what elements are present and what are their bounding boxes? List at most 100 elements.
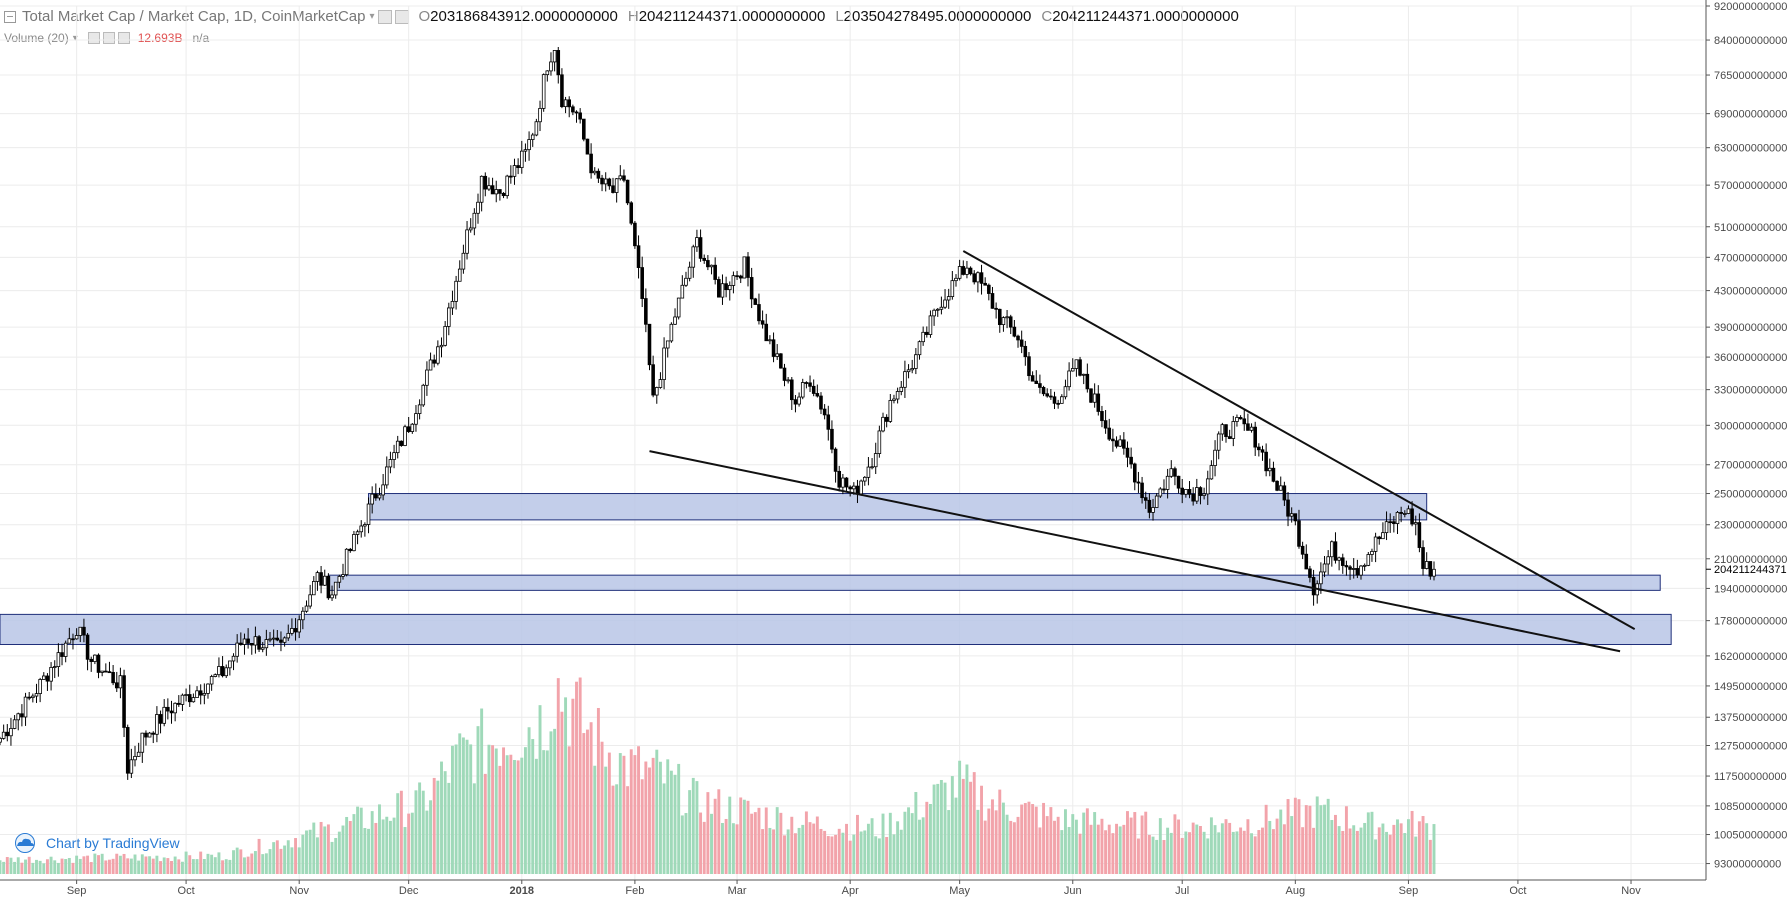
volume-bar <box>936 783 940 874</box>
candle-body <box>1333 541 1338 561</box>
candle-body <box>830 428 834 450</box>
candle-body <box>312 581 316 596</box>
candle-body <box>322 575 327 586</box>
volume-bar <box>1074 819 1078 874</box>
volume-bar <box>717 789 721 874</box>
candle-body <box>290 628 294 634</box>
volume-bar <box>461 737 465 874</box>
candle-body <box>1370 551 1374 555</box>
candle-body <box>724 283 728 291</box>
volume-bar <box>177 859 181 874</box>
volume-bar <box>108 859 111 874</box>
volume-bar <box>35 859 38 874</box>
candle-body <box>417 404 422 414</box>
volume-bar <box>1009 820 1013 874</box>
candle-body <box>202 693 207 696</box>
candle-body <box>472 212 477 229</box>
candle-body <box>1381 532 1385 540</box>
volume-bar <box>140 854 144 874</box>
candle-body <box>1304 553 1309 570</box>
volume-bar <box>45 859 49 874</box>
candle-body <box>972 273 977 283</box>
candle-body <box>114 682 119 689</box>
volume-bar <box>1169 832 1173 874</box>
volume-bar <box>1421 816 1425 874</box>
candle-body <box>614 178 619 193</box>
volume-bar <box>713 798 717 874</box>
candle-body <box>158 714 163 724</box>
candle-body <box>468 227 473 231</box>
candle-body <box>545 70 550 76</box>
volume-bar <box>1034 806 1038 874</box>
volume-bar <box>965 764 969 874</box>
candle-body <box>527 139 531 151</box>
tradingview-branding[interactable]: Chart by TradingView <box>12 833 180 853</box>
volume-bar <box>159 861 163 874</box>
volume-chevron-icon[interactable]: ▾ <box>72 32 78 44</box>
volume-bar <box>1410 810 1414 874</box>
volume-bar <box>1257 830 1261 874</box>
volume-bar <box>407 813 411 874</box>
volume-bar <box>1001 802 1005 874</box>
volume-label[interactable]: Volume (20) <box>4 31 69 45</box>
candle-body <box>622 175 626 181</box>
volume-bar <box>870 818 874 874</box>
candle-body <box>1392 521 1396 524</box>
candle-body <box>921 331 925 343</box>
volume-settings-icon[interactable] <box>87 32 100 44</box>
volume-bar <box>1111 833 1115 874</box>
volume-close-icon[interactable] <box>117 32 130 44</box>
volume-bar <box>1246 819 1250 874</box>
volume-bar <box>804 811 808 874</box>
collapse-icon[interactable] <box>4 10 16 23</box>
candle-body <box>943 299 947 308</box>
candle-body <box>231 655 236 662</box>
volume-bar <box>370 811 374 874</box>
candle-body <box>516 165 520 169</box>
candle-body <box>457 268 462 282</box>
volume-bar <box>1107 824 1111 874</box>
x-tick-label: Dec <box>399 885 419 897</box>
candle-body <box>644 298 648 325</box>
volume-bar <box>13 861 17 874</box>
volume-bar <box>571 698 575 874</box>
candle-body <box>78 626 83 636</box>
volume-bar <box>980 785 983 874</box>
volume-bar <box>578 677 582 874</box>
chevron-down-icon[interactable]: ▾ <box>369 11 375 22</box>
candle-body <box>1275 480 1279 491</box>
ohlc-low: L 203504278495.0000000000 <box>825 8 1031 25</box>
volume-bar <box>290 847 294 874</box>
volume-bar <box>272 842 276 874</box>
volume-row: Volume (20) ▾ 12.693B n/a <box>4 31 209 45</box>
volume-bar <box>1304 805 1308 874</box>
candle-body <box>239 642 243 645</box>
volume-bar <box>305 830 308 874</box>
candle-body <box>395 440 400 454</box>
volume-bar <box>1038 827 1042 874</box>
candle-body <box>1147 499 1152 513</box>
candle-body <box>344 548 349 575</box>
candle-body <box>96 654 101 673</box>
candle-body <box>501 192 506 197</box>
candle-body <box>1253 426 1257 448</box>
volume-format-icon[interactable] <box>102 32 115 44</box>
volume-bar <box>914 792 918 874</box>
volume-bar <box>1100 818 1104 874</box>
y-tick-label: 920000000000 <box>1714 1 1787 13</box>
candle-body <box>881 416 885 432</box>
hide-icon[interactable] <box>394 9 409 24</box>
candle-body <box>1227 436 1232 439</box>
volume-bar <box>987 808 991 874</box>
volume-bar <box>16 857 20 874</box>
candle-body <box>746 256 750 278</box>
volume-bar <box>516 760 520 874</box>
x-tick-label: Sep <box>67 885 87 897</box>
y-tick-label: 127500000000 <box>1714 740 1787 752</box>
candle-body <box>166 706 170 712</box>
candle-body <box>1242 418 1247 425</box>
symbol-title[interactable]: Total Market Cap / Market Cap, 1D, CoinM… <box>22 8 366 25</box>
settings-icon[interactable] <box>377 9 392 24</box>
volume-bar <box>615 784 619 874</box>
